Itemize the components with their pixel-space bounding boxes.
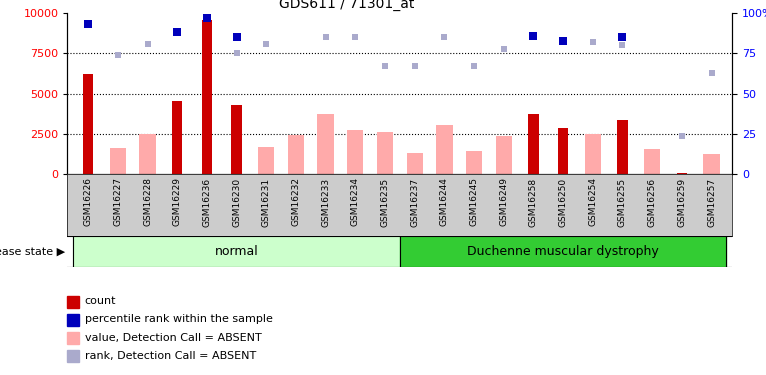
Text: GSM16226: GSM16226: [83, 177, 93, 226]
Text: GSM16257: GSM16257: [707, 177, 716, 226]
Bar: [407, 153, 423, 174]
Point: [408, 63, 421, 69]
Bar: [67, 314, 80, 326]
Text: GSM16231: GSM16231: [262, 177, 270, 226]
Text: GSM16256: GSM16256: [648, 177, 656, 226]
Bar: [400, 236, 726, 267]
Point: [617, 42, 629, 48]
Bar: [288, 135, 304, 174]
Bar: [466, 151, 483, 174]
Bar: [347, 130, 364, 174]
Text: GSM16227: GSM16227: [113, 177, 123, 226]
Bar: [644, 149, 660, 174]
Bar: [83, 74, 93, 174]
Title: GDS611 / 71301_at: GDS611 / 71301_at: [279, 0, 414, 11]
Bar: [496, 136, 512, 174]
Point: [587, 39, 599, 45]
Bar: [67, 332, 80, 344]
Bar: [67, 296, 80, 307]
Point: [201, 15, 213, 21]
Text: Duchenne muscular dystrophy: Duchenne muscular dystrophy: [467, 245, 659, 258]
Text: GSM16245: GSM16245: [470, 177, 479, 226]
Text: GSM16228: GSM16228: [143, 177, 152, 226]
Bar: [377, 132, 393, 174]
Bar: [584, 134, 601, 174]
Text: GSM16234: GSM16234: [351, 177, 360, 226]
Text: disease state ▶: disease state ▶: [0, 247, 65, 257]
Text: GSM16237: GSM16237: [411, 177, 419, 226]
Point: [231, 34, 243, 40]
Point: [171, 30, 183, 36]
Point: [142, 41, 154, 47]
Bar: [231, 105, 242, 174]
Point: [231, 50, 243, 56]
Bar: [317, 114, 334, 174]
Text: percentile rank within the sample: percentile rank within the sample: [85, 315, 273, 324]
Point: [438, 34, 450, 40]
Bar: [676, 173, 687, 174]
Bar: [110, 148, 126, 174]
Text: GSM16259: GSM16259: [677, 177, 686, 226]
Text: GSM16233: GSM16233: [321, 177, 330, 226]
Point: [379, 63, 391, 69]
Text: GSM16254: GSM16254: [588, 177, 597, 226]
Bar: [67, 350, 80, 361]
Text: GSM16232: GSM16232: [292, 177, 300, 226]
Text: GSM16250: GSM16250: [558, 177, 568, 226]
Bar: [172, 101, 182, 174]
Point: [676, 133, 688, 139]
Text: GSM16244: GSM16244: [440, 177, 449, 226]
Bar: [139, 134, 155, 174]
Point: [319, 34, 332, 40]
Bar: [558, 128, 568, 174]
Text: rank, Detection Call = ABSENT: rank, Detection Call = ABSENT: [85, 351, 256, 360]
Text: value, Detection Call = ABSENT: value, Detection Call = ABSENT: [85, 333, 261, 342]
Bar: [529, 114, 538, 174]
Bar: [703, 154, 720, 174]
Point: [112, 52, 124, 58]
Text: normal: normal: [214, 245, 258, 258]
Bar: [201, 20, 212, 174]
Bar: [258, 147, 274, 174]
Text: GSM16229: GSM16229: [173, 177, 182, 226]
Point: [527, 33, 539, 39]
Point: [82, 21, 94, 27]
Point: [468, 63, 480, 69]
Point: [557, 38, 569, 44]
Text: GSM16258: GSM16258: [529, 177, 538, 226]
Text: GSM16230: GSM16230: [232, 177, 241, 226]
Bar: [436, 125, 453, 174]
Text: GSM16235: GSM16235: [381, 177, 389, 226]
Text: GSM16249: GSM16249: [499, 177, 508, 226]
Point: [260, 41, 273, 47]
Text: GSM16236: GSM16236: [202, 177, 211, 226]
Point: [705, 70, 718, 76]
Point: [349, 34, 362, 40]
Text: count: count: [85, 297, 116, 306]
Bar: [617, 120, 627, 174]
Text: GSM16255: GSM16255: [618, 177, 627, 226]
Point: [617, 34, 629, 40]
Point: [498, 46, 510, 52]
Bar: [74, 236, 400, 267]
